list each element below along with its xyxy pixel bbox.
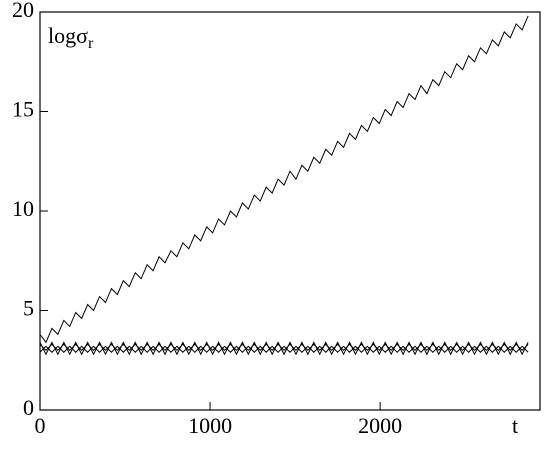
y-axis-label: logσr (48, 23, 94, 52)
x-tick-label: 2000 (358, 413, 402, 438)
data-line (39, 345, 529, 353)
y-label-subscript: r (88, 35, 94, 52)
data-line (39, 15, 529, 344)
y-tick-label: 10 (12, 196, 34, 221)
data-line (39, 343, 529, 352)
data-line (39, 341, 529, 356)
x-tick-label: 1000 (188, 413, 232, 438)
y-tick-label: 15 (12, 97, 34, 122)
x-axis-label: t (512, 413, 518, 438)
x-tick-label: 0 (35, 413, 46, 438)
y-label-main: logσ (48, 23, 88, 48)
y-tick-label: 5 (23, 296, 34, 321)
y-tick-label: 0 (23, 395, 34, 420)
y-tick-label: 20 (12, 0, 34, 22)
